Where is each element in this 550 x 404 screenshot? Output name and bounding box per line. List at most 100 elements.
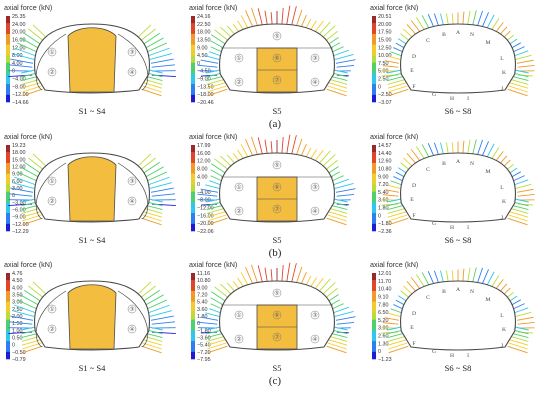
colorbar-tick-label: 12.01 [378, 271, 392, 277]
colorbar-segment [6, 290, 10, 295]
colorbar-tick-label: 4.50 [12, 278, 23, 284]
colorbar-tick-label: −2.36 [378, 229, 392, 235]
colorbar-segment [372, 145, 376, 149]
force-ray [393, 176, 404, 182]
colorbar-segment [6, 348, 10, 353]
colorbar-tick-label: 3.90 [378, 326, 389, 332]
colorbar-segment [191, 294, 195, 299]
force-ray [330, 336, 348, 342]
colorbar-tick-label: 0 [12, 343, 15, 349]
force-ray [328, 82, 348, 89]
case-label: S5 [273, 106, 282, 116]
colorbar-segment [6, 216, 10, 221]
colorbar-segment [6, 159, 10, 164]
section-number: ④ [129, 69, 135, 76]
node-label: C [426, 38, 430, 44]
legend-title: axial force (kN) [189, 260, 237, 269]
colorbar-segment [191, 290, 195, 295]
section-number: ⑤ [274, 290, 280, 297]
force-ray [207, 214, 227, 222]
colorbar-segment [6, 280, 10, 285]
node-label: K [502, 70, 506, 76]
force-ray [333, 306, 349, 314]
force-ray [334, 183, 354, 189]
side-drift-boundary [117, 290, 149, 348]
force-ray [142, 214, 162, 222]
colorbar-segment [6, 162, 10, 167]
section-number-ring [310, 182, 320, 192]
force-ray [210, 291, 228, 303]
colorbar-tick-label: 6.00 [12, 179, 23, 185]
section-number: ④ [129, 326, 135, 333]
colorbar-segment [6, 41, 10, 45]
force-ray [142, 342, 162, 350]
force-ray [206, 336, 224, 342]
colorbar-segment [372, 312, 376, 317]
side-drift-boundary [35, 33, 67, 91]
colorbar-tick-label: −22.06 [197, 229, 214, 235]
force-ray [334, 54, 354, 60]
colorbar-tick-label: −12.00 [12, 92, 29, 98]
force-ray [21, 198, 36, 203]
colorbar-segment [6, 19, 10, 24]
colorbar-segment [6, 173, 10, 178]
force-ray [335, 188, 356, 193]
force-ray [148, 304, 170, 314]
colorbar-segment [191, 91, 195, 96]
force-ray [440, 142, 444, 155]
colorbar-segment [372, 94, 376, 99]
colorbar-segment [6, 298, 10, 302]
colorbar-segment [191, 59, 195, 63]
node-label: M [486, 169, 491, 175]
node-label: J [501, 343, 504, 349]
colorbar-segment [191, 80, 195, 85]
colorbar-segment [372, 290, 376, 295]
colorbar-tick-label: −0.79 [12, 357, 26, 363]
colorbar-segment [191, 23, 195, 28]
case-label: S5 [273, 363, 282, 373]
colorbar-segment [191, 276, 195, 281]
colorbar-segment [191, 287, 195, 292]
node-label: A [456, 30, 460, 36]
force-ray [146, 299, 167, 310]
colorbar-segment [191, 62, 195, 67]
section-number-ring [127, 324, 137, 334]
section-number-ring [47, 47, 57, 57]
colorbar-tick-label: 12.00 [197, 159, 211, 165]
node-label: B [442, 161, 446, 167]
force-ray [17, 171, 38, 182]
colorbar-tick-label: 0 [378, 349, 381, 355]
force-ray [197, 193, 218, 197]
colorbar-segment [372, 152, 376, 157]
colorbar-tick-label: 10.40 [378, 287, 392, 293]
section-number: ② [49, 69, 55, 76]
colorbar-segment [191, 19, 195, 24]
colorbar-tick-label: −4.50 [197, 69, 211, 75]
colorbar-segment [191, 16, 195, 20]
colorbar-segment [6, 319, 10, 324]
colorbar-segment [6, 312, 10, 317]
colorbar-tick-label: −12.00 [197, 206, 214, 212]
force-ray [462, 140, 465, 154]
force-ray [17, 299, 38, 310]
case-label: S6 ~ S8 [445, 106, 472, 116]
section-number: ④ [312, 208, 318, 215]
force-ray [511, 336, 529, 342]
section-number-ring [272, 310, 282, 320]
colorbar-segment [191, 148, 195, 153]
section-number-ring [272, 75, 282, 85]
colorbar-tick-label: −7.95 [197, 357, 211, 363]
central-pillar [67, 27, 117, 93]
force-ray [516, 316, 534, 321]
force-ray [14, 304, 36, 314]
force-ray [145, 208, 163, 214]
force-ray [326, 345, 347, 354]
force-ray [257, 8, 263, 26]
node-label: E [410, 325, 414, 331]
colorbar-segment [191, 298, 195, 302]
colorbar-segment [191, 308, 195, 313]
force-ray [440, 13, 444, 26]
force-ray [508, 85, 528, 93]
